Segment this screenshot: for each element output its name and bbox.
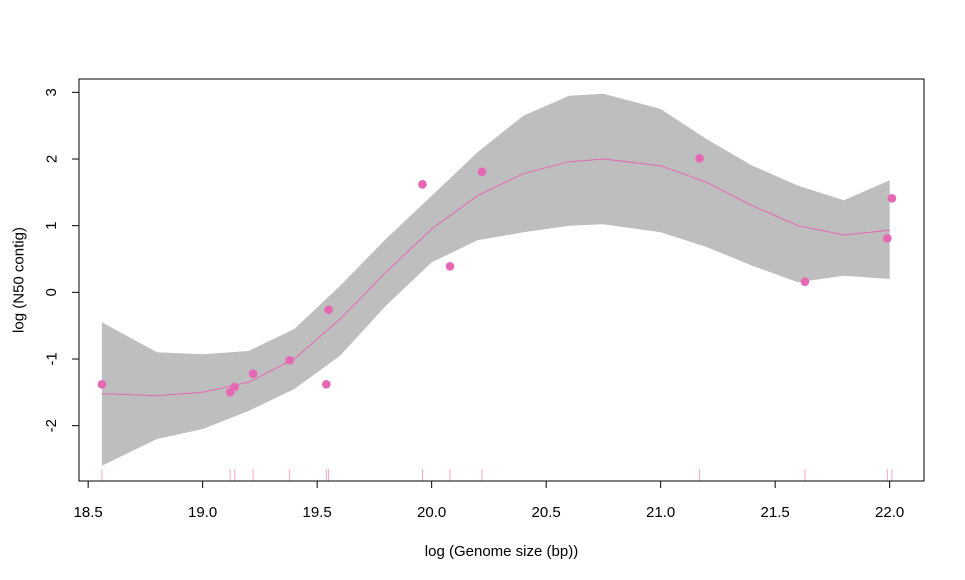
x-tick-label-7: 22.0 <box>875 504 904 521</box>
x-tick-label-0: 18.5 <box>74 504 103 521</box>
data-point-6 <box>324 305 333 314</box>
data-point-2 <box>230 382 240 392</box>
x-tick-label-5: 21.0 <box>646 504 675 521</box>
data-point-4 <box>285 356 294 365</box>
y-tick-label-4: 2 <box>43 155 60 163</box>
data-point-11 <box>800 277 810 286</box>
y-axis-title: log (N50 contig) <box>10 227 27 333</box>
y-tick-label-3: 1 <box>43 221 60 229</box>
y-tick-label-0: -2 <box>43 419 60 432</box>
data-point-7 <box>418 180 427 189</box>
confidence-band <box>101 93 890 466</box>
x-tick-label-6: 21.5 <box>761 504 790 521</box>
data-point-0 <box>97 380 107 389</box>
data-point-5 <box>322 380 331 389</box>
x-axis: 18.5 19.0 19.5 20.0 20.5 21.0 21.5 22.0 <box>74 480 904 521</box>
y-tick-label-1: -1 <box>43 352 60 365</box>
x-axis-title: log (Genome size (bp)) <box>425 543 578 560</box>
y-axis: -2 -1 0 1 2 3 <box>43 88 80 432</box>
x-tick-label-2: 19.5 <box>303 504 332 521</box>
y-tick-label-2: 0 <box>43 288 60 296</box>
data-point-10 <box>695 154 704 163</box>
smooth-fit-line <box>101 158 890 397</box>
data-point-12 <box>883 234 892 243</box>
data-point-9 <box>477 167 487 176</box>
x-tick-label-3: 20.0 <box>417 504 446 521</box>
data-point-3 <box>248 369 258 378</box>
y-tick-label-5: 3 <box>43 88 60 96</box>
data-point-8 <box>445 262 455 271</box>
data-point-13 <box>887 194 897 203</box>
x-tick-label-4: 20.5 <box>532 504 561 521</box>
x-tick-label-1: 19.0 <box>188 504 217 521</box>
